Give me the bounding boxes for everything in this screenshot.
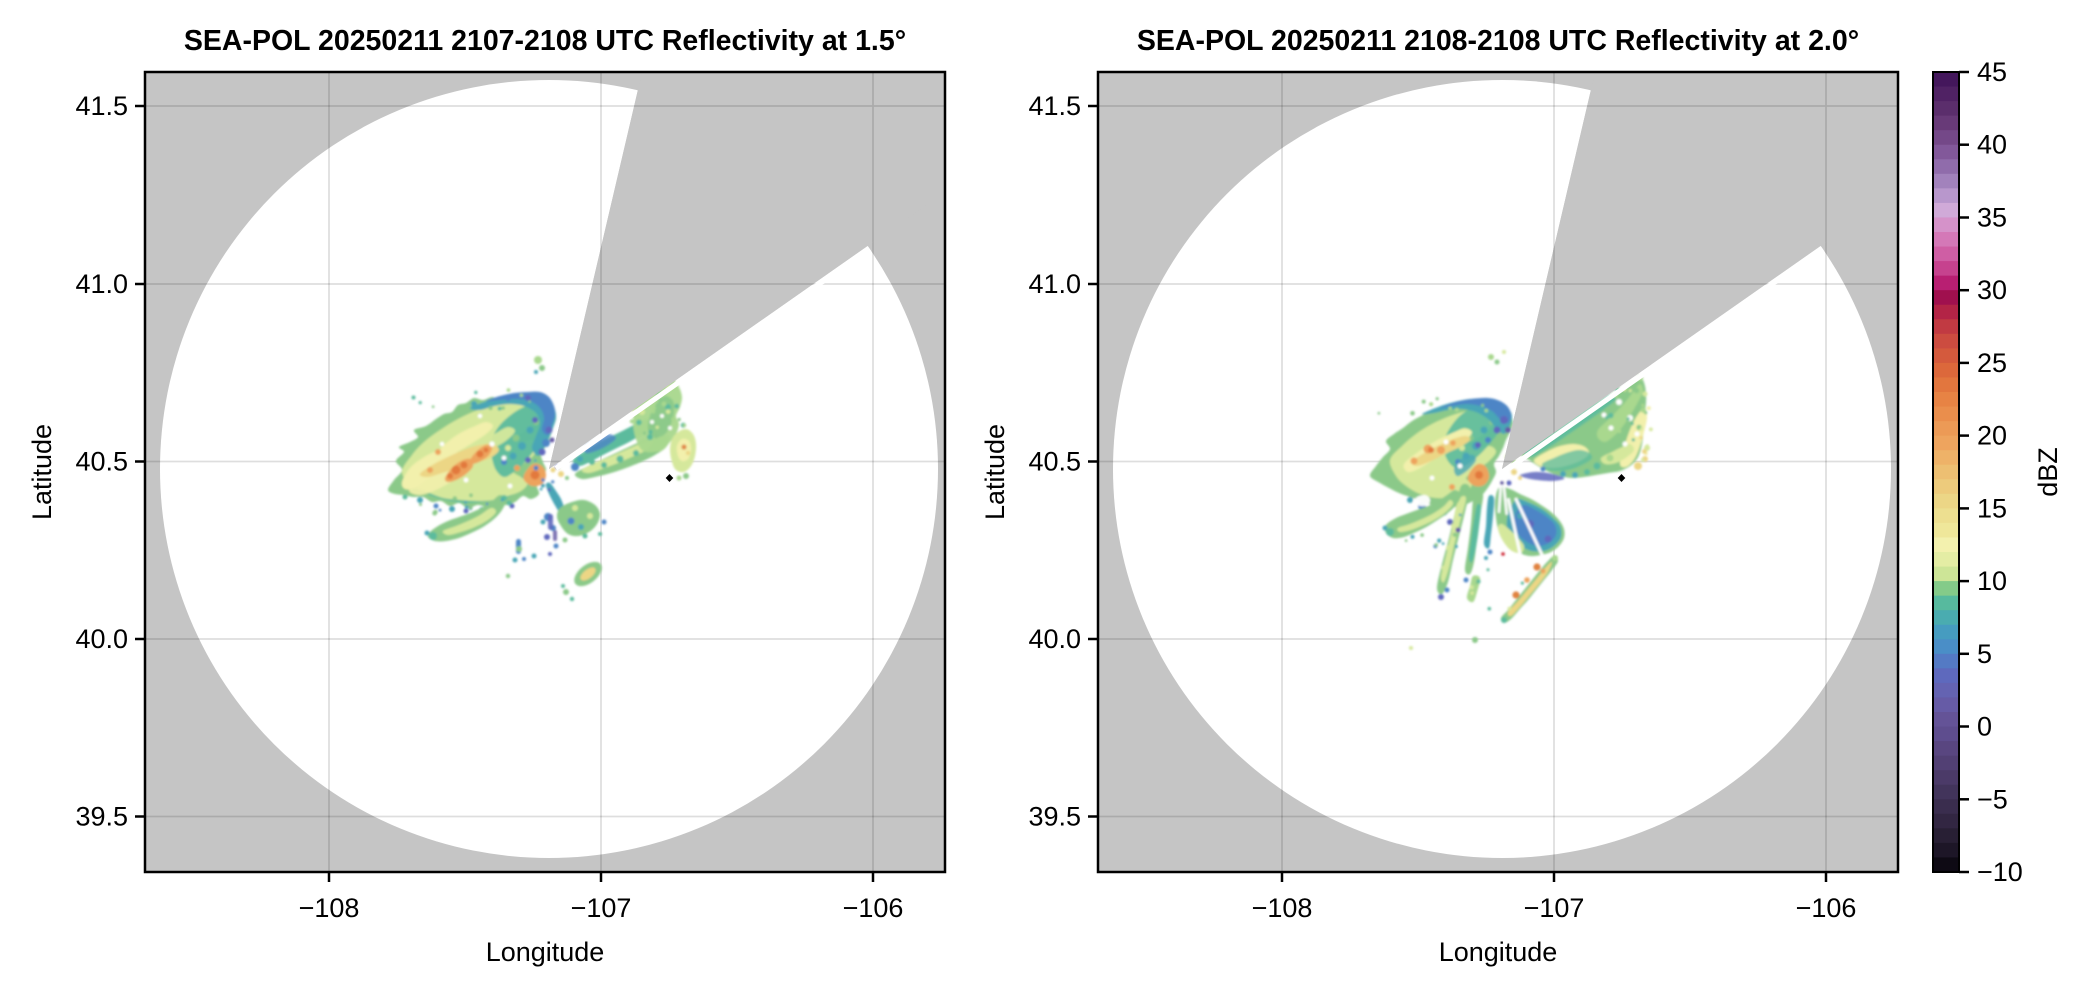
svg-text:40.5: 40.5 xyxy=(75,447,128,477)
svg-text:15: 15 xyxy=(1977,493,2007,523)
svg-text:Latitude: Latitude xyxy=(27,424,57,520)
svg-text:SEA-POL 20250211 2107-2108 UTC: SEA-POL 20250211 2107-2108 UTC Reflectiv… xyxy=(184,25,906,57)
svg-text:39.5: 39.5 xyxy=(75,802,128,832)
svg-text:5: 5 xyxy=(1977,639,1992,669)
svg-text:Longitude: Longitude xyxy=(486,937,605,967)
svg-text:−5: −5 xyxy=(1977,784,2008,814)
svg-text:0: 0 xyxy=(1977,712,1992,742)
svg-text:41.0: 41.0 xyxy=(1028,269,1081,299)
svg-text:40.0: 40.0 xyxy=(1028,624,1081,654)
svg-text:−106: −106 xyxy=(843,893,904,923)
svg-text:−106: −106 xyxy=(1796,893,1857,923)
svg-text:20: 20 xyxy=(1977,421,2007,451)
svg-text:Latitude: Latitude xyxy=(980,424,1010,520)
svg-text:SEA-POL 20250211 2108-2108 UTC: SEA-POL 20250211 2108-2108 UTC Reflectiv… xyxy=(1137,25,1859,57)
svg-text:41.5: 41.5 xyxy=(75,91,128,121)
svg-text:40.0: 40.0 xyxy=(75,624,128,654)
svg-text:25: 25 xyxy=(1977,348,2007,378)
svg-text:−107: −107 xyxy=(1524,893,1585,923)
svg-text:39.5: 39.5 xyxy=(1028,802,1081,832)
svg-text:10: 10 xyxy=(1977,566,2007,596)
svg-text:−108: −108 xyxy=(299,893,360,923)
svg-text:40: 40 xyxy=(1977,130,2007,160)
svg-text:dBZ: dBZ xyxy=(2033,447,2063,497)
svg-text:35: 35 xyxy=(1977,203,2007,233)
svg-text:41.5: 41.5 xyxy=(1028,91,1081,121)
svg-text:−108: −108 xyxy=(1252,893,1313,923)
svg-text:−107: −107 xyxy=(571,893,632,923)
svg-text:45: 45 xyxy=(1977,57,2007,87)
svg-text:−10: −10 xyxy=(1977,857,2023,887)
svg-text:Longitude: Longitude xyxy=(1439,937,1558,967)
svg-text:40.5: 40.5 xyxy=(1028,447,1081,477)
svg-text:30: 30 xyxy=(1977,275,2007,305)
svg-text:41.0: 41.0 xyxy=(75,269,128,299)
